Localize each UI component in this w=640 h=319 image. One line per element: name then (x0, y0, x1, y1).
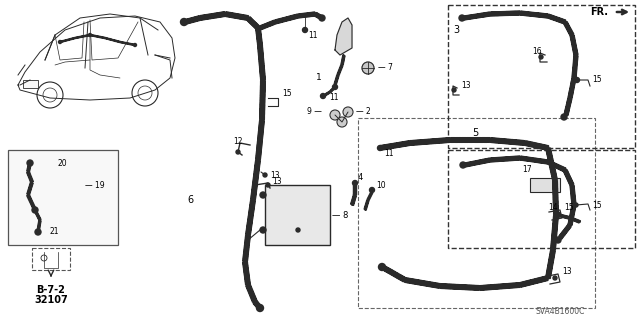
Text: 20: 20 (57, 159, 67, 167)
Circle shape (296, 228, 300, 232)
Text: 21: 21 (50, 227, 60, 236)
Text: 13: 13 (461, 81, 470, 91)
Text: 10: 10 (376, 182, 386, 190)
Circle shape (35, 229, 41, 235)
Text: 14: 14 (548, 204, 557, 212)
Text: 11: 11 (329, 93, 339, 102)
Bar (448, 5, 635, 148)
Text: — 7: — 7 (378, 63, 393, 72)
Circle shape (330, 110, 340, 120)
Bar (358, 118, 595, 308)
Text: 13: 13 (272, 176, 282, 186)
Circle shape (337, 117, 347, 127)
Text: 16: 16 (532, 48, 541, 56)
Text: 13: 13 (562, 268, 572, 277)
Circle shape (266, 183, 270, 187)
Polygon shape (335, 18, 352, 55)
Text: 15: 15 (592, 76, 602, 85)
Circle shape (321, 93, 326, 99)
Circle shape (257, 305, 264, 311)
Circle shape (459, 15, 465, 21)
Circle shape (460, 162, 466, 168)
Circle shape (553, 276, 557, 280)
Circle shape (88, 33, 92, 36)
Text: FR.: FR. (590, 7, 608, 17)
Circle shape (556, 212, 561, 218)
Text: — 19: — 19 (85, 181, 104, 189)
Text: 17: 17 (522, 166, 532, 174)
Text: 32107: 32107 (34, 295, 68, 305)
Bar (23, 80, 38, 88)
Text: B-7-2: B-7-2 (36, 285, 65, 295)
Circle shape (353, 181, 358, 186)
Circle shape (260, 227, 266, 233)
Text: 11: 11 (308, 31, 317, 40)
Text: 13: 13 (270, 170, 280, 180)
Circle shape (362, 62, 374, 74)
Text: SVA4B1600C: SVA4B1600C (535, 308, 585, 316)
Circle shape (378, 145, 383, 151)
Bar (530, 178, 560, 192)
Circle shape (333, 85, 337, 90)
Bar (8, 150, 118, 245)
Circle shape (556, 212, 560, 216)
Circle shape (378, 263, 385, 271)
Text: 3: 3 (453, 25, 459, 35)
Circle shape (575, 78, 579, 83)
Circle shape (263, 173, 267, 177)
Circle shape (343, 107, 353, 117)
Text: — 2: — 2 (356, 108, 371, 116)
Text: 9 —: 9 — (307, 108, 322, 116)
Circle shape (27, 160, 33, 166)
Text: 15: 15 (282, 90, 292, 99)
Text: 4: 4 (358, 174, 364, 182)
Circle shape (180, 19, 188, 26)
Circle shape (58, 41, 61, 43)
Circle shape (236, 150, 240, 154)
Text: 15: 15 (592, 201, 602, 210)
Text: 11: 11 (384, 149, 394, 158)
Circle shape (303, 27, 307, 33)
Circle shape (574, 203, 578, 207)
Bar (448, 150, 635, 248)
Text: 5: 5 (472, 128, 478, 138)
Circle shape (539, 55, 543, 59)
Circle shape (32, 207, 38, 213)
Text: — 8: — 8 (332, 211, 348, 219)
Circle shape (369, 188, 374, 192)
Bar (32, 248, 70, 270)
Text: 1: 1 (316, 73, 322, 83)
Circle shape (319, 15, 325, 21)
Text: 12: 12 (233, 137, 243, 145)
Circle shape (134, 43, 136, 47)
Text: 15: 15 (564, 204, 573, 212)
Circle shape (452, 88, 456, 92)
Circle shape (561, 114, 567, 120)
Circle shape (260, 192, 266, 198)
Bar (265, 185, 330, 245)
Text: 6: 6 (187, 195, 193, 205)
Circle shape (555, 237, 561, 243)
